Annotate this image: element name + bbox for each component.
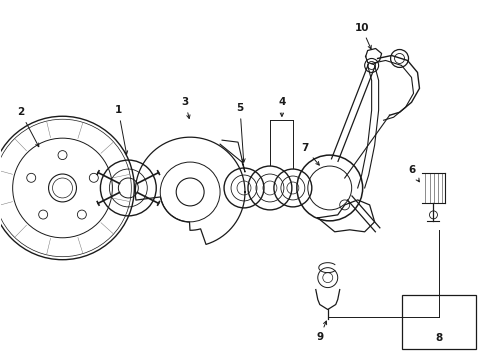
Bar xyxy=(401,294,476,349)
Text: 5: 5 xyxy=(236,103,245,162)
Text: 9: 9 xyxy=(316,321,327,342)
Text: 1: 1 xyxy=(115,105,128,154)
Text: 8: 8 xyxy=(435,333,442,343)
Text: 4: 4 xyxy=(278,97,286,116)
Text: 6: 6 xyxy=(408,165,419,182)
Text: 3: 3 xyxy=(182,97,190,118)
Text: 7: 7 xyxy=(301,143,319,165)
Text: 10: 10 xyxy=(354,23,371,49)
Text: 2: 2 xyxy=(17,107,39,147)
